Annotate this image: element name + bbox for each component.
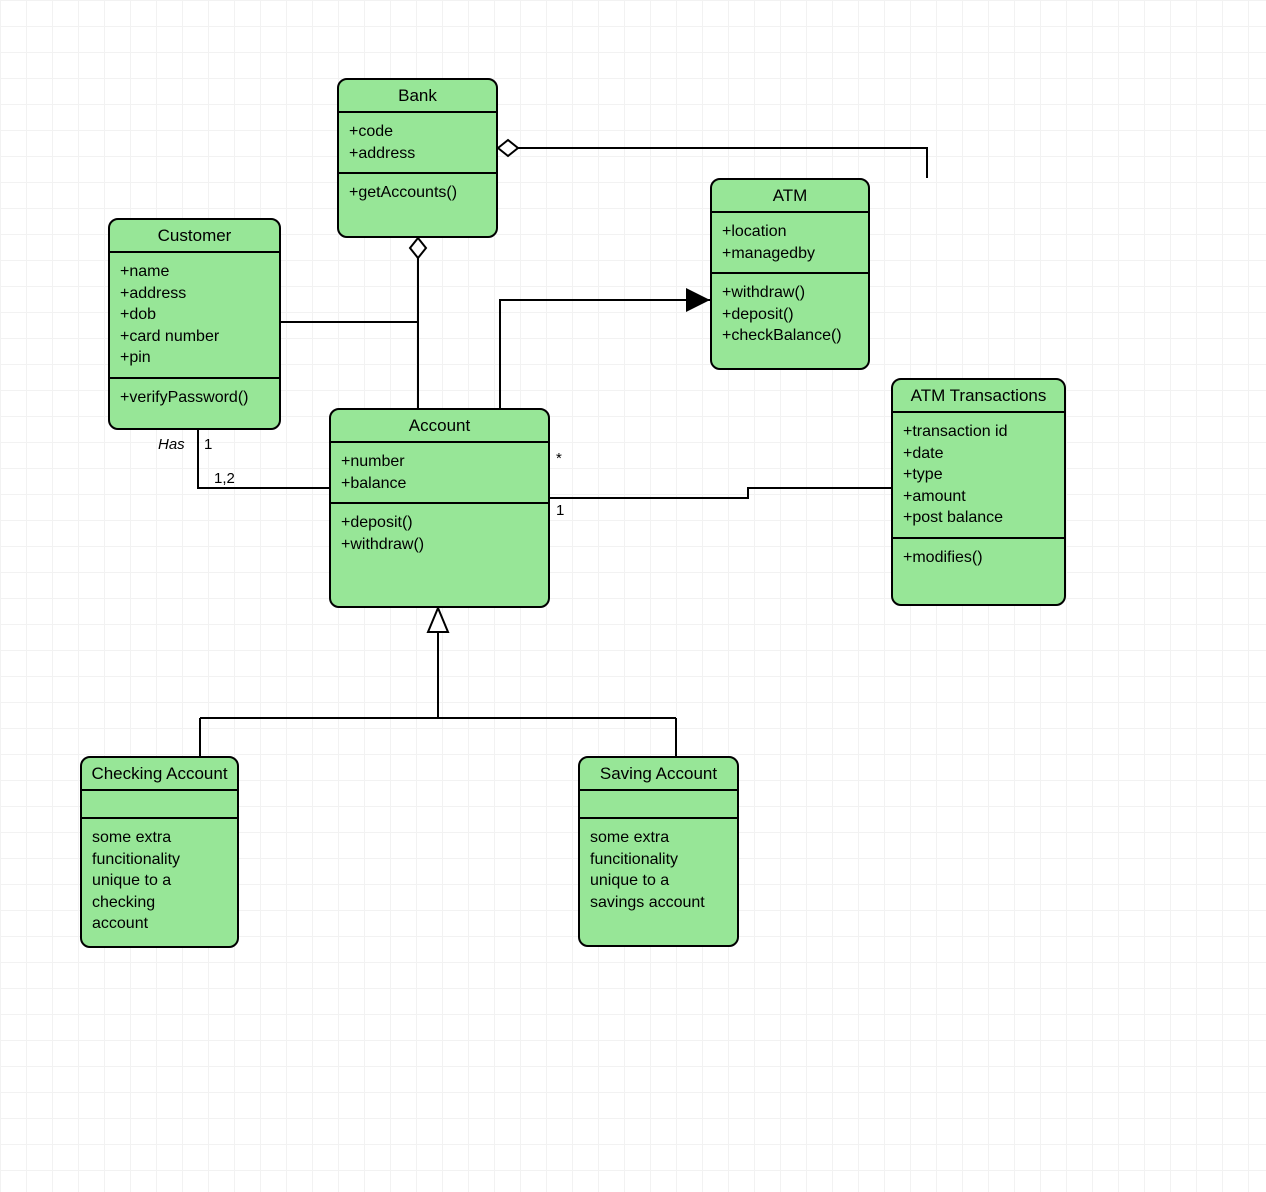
- class-attributes: [580, 791, 737, 819]
- class-operations: +deposit() +withdraw(): [331, 504, 548, 563]
- class-attributes: +location +managedby: [712, 213, 868, 274]
- class-atm-transactions[interactable]: ATM Transactions +transaction id +date +…: [891, 378, 1066, 606]
- class-title: ATM Transactions: [893, 380, 1064, 413]
- class-operations: +withdraw() +deposit() +checkBalance(): [712, 274, 868, 355]
- class-title: Saving Account: [580, 758, 737, 791]
- class-customer[interactable]: Customer +name +address +dob +card numbe…: [108, 218, 281, 430]
- class-title: Account: [331, 410, 548, 443]
- class-account[interactable]: Account +number +balance +deposit() +wit…: [329, 408, 550, 608]
- class-operations: some extra funcitionality unique to a ch…: [82, 819, 237, 943]
- edges-layer: [0, 0, 1266, 1192]
- class-operations: some extra funcitionality unique to a sa…: [580, 819, 737, 921]
- class-operations: +modifies(): [893, 539, 1064, 577]
- diagram-canvas: Bank +code +address +getAccounts() Custo…: [0, 0, 1266, 1192]
- class-title: Bank: [339, 80, 496, 113]
- label-mult-star: *: [556, 450, 562, 467]
- label-mult-1b: 1: [556, 502, 564, 519]
- class-operations: +getAccounts(): [339, 174, 496, 212]
- label-mult-1-2: 1,2: [214, 470, 235, 487]
- label-mult-1a: 1: [204, 436, 212, 453]
- class-title: Checking Account: [82, 758, 237, 791]
- class-title: ATM: [712, 180, 868, 213]
- class-bank[interactable]: Bank +code +address +getAccounts(): [337, 78, 498, 238]
- class-operations: +verifyPassword(): [110, 379, 279, 417]
- class-attributes: +code +address: [339, 113, 496, 174]
- class-checking-account[interactable]: Checking Account some extra funcitionali…: [80, 756, 239, 948]
- class-attributes: [82, 791, 237, 819]
- class-saving-account[interactable]: Saving Account some extra funcitionality…: [578, 756, 739, 947]
- class-title: Customer: [110, 220, 279, 253]
- class-attributes: +number +balance: [331, 443, 548, 504]
- class-atm[interactable]: ATM +location +managedby +withdraw() +de…: [710, 178, 870, 370]
- class-attributes: +name +address +dob +card number +pin: [110, 253, 279, 379]
- class-attributes: +transaction id +date +type +amount +pos…: [893, 413, 1064, 539]
- label-has: Has: [158, 436, 185, 453]
